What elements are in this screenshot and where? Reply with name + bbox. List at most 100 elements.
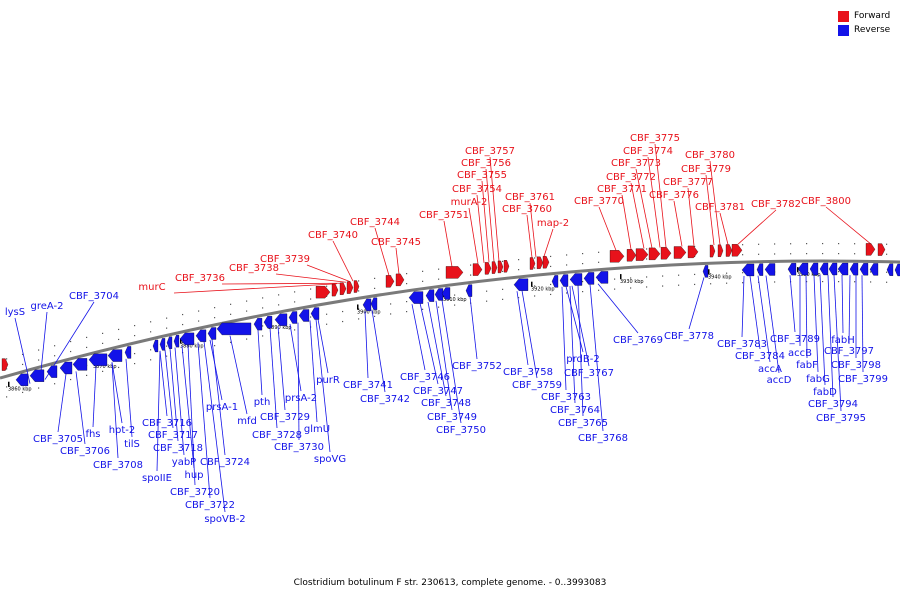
reverse-gene-label: CBF_3767 — [564, 368, 614, 379]
reverse-gene-arrow — [29, 369, 45, 382]
forward-gene-label: murC — [138, 282, 165, 293]
forward-gene-arrow — [687, 245, 699, 259]
reverse-gene-label: mfd — [237, 416, 257, 427]
reverse-gene-label: CBF_3783 — [717, 339, 767, 350]
reverse-gene-label: CBF_3730 — [274, 442, 324, 453]
forward-gene-label: CBF_3776 — [649, 190, 699, 201]
forward-gene-label: CBF_3736 — [175, 273, 225, 284]
reverse-gene-label: CBF_3748 — [421, 398, 471, 409]
forward-gene-arrow — [635, 248, 649, 261]
forward-gene-label: map-2 — [537, 218, 569, 229]
reverse-gene-label: CBF_3799 — [838, 374, 888, 385]
reverse-gene-label: fabD — [813, 387, 837, 398]
genome-title: Clostridium botulinum F str. 230613, com… — [293, 578, 607, 588]
reverse-gene-arrow — [837, 262, 849, 276]
reverse-gene-label: CBF_3778 — [664, 331, 714, 342]
reverse-gene-arrow — [124, 346, 132, 359]
reverse-gene-arrow — [288, 311, 298, 324]
reverse-gene-arrow — [88, 353, 108, 366]
forward-gene-arrow — [385, 275, 395, 288]
reverse-gene-arrow — [797, 262, 809, 276]
forward-gene-label: CBF_3770 — [574, 196, 624, 207]
forward-gene-label: CBF_3760 — [502, 204, 552, 215]
reverse-gene-arrow — [559, 274, 569, 287]
reverse-gene-label: tilS — [124, 439, 140, 450]
tick-label: 3880 kbp — [180, 343, 204, 349]
reverse-gene-label: CBF_3747 — [413, 386, 463, 397]
reverse-gene-label: CBF_3784 — [735, 351, 785, 362]
reverse-gene-label: hup — [184, 470, 203, 481]
reverse-gene-label: pth — [254, 397, 271, 408]
reverse-gene-label: spoVG — [314, 454, 346, 465]
reverse-gene-label: prsA-1 — [206, 402, 238, 413]
forward-gene-arrow — [339, 282, 347, 295]
forward-gene-arrow — [877, 243, 886, 256]
reverse-gene-arrow — [370, 297, 378, 310]
reverse-gene-arrow — [59, 361, 73, 375]
reverse-gene-arrow — [152, 339, 159, 353]
tick-label: 3890 kbp — [268, 325, 292, 331]
reverse-gene-arrow — [441, 287, 451, 300]
reverse-gene-label: CBF_3704 — [69, 291, 119, 302]
forward-gene-arrow — [472, 263, 483, 276]
forward-gene-label: CBF_3777 — [663, 177, 713, 188]
forward-gene-arrow — [497, 260, 504, 274]
forward-gene-arrow — [626, 249, 637, 262]
reverse-gene-arrow — [702, 265, 709, 278]
forward-gene-label: CBF_3757 — [465, 146, 515, 157]
forward-gene-arrow — [484, 262, 492, 275]
reverse-gene-label: CBF_3749 — [427, 412, 477, 423]
reverse-gene-arrow — [583, 272, 595, 285]
forward-gene-label: CBF_3772 — [606, 172, 656, 183]
reverse-gene-label: CBF_3789 — [770, 334, 820, 345]
reverse-gene-label: CBF_3752 — [452, 361, 502, 372]
reverse-gene-arrow — [310, 307, 320, 320]
reverse-gene-label: CBF_3717 — [148, 430, 198, 441]
forward-gene-arrow — [529, 257, 536, 270]
reverse-gene-label: CBF_3759 — [512, 380, 562, 391]
forward-gene-label: CBF_3744 — [350, 217, 400, 228]
reverse-gene-arrow — [72, 358, 88, 371]
forward-gene-arrow — [346, 281, 354, 294]
forward-gene-label: CBF_3780 — [685, 150, 735, 161]
reverse-gene-label: CBF_3718 — [153, 443, 203, 454]
axis-ticks: 3860 kbp 3870 kbp 3880 kbp 3890 kbp 3900 kbp… — [8, 267, 821, 393]
reverse-gene-arrow — [595, 271, 609, 284]
forward-gene-label: CBF_3740 — [308, 230, 358, 241]
reverse-gene-arrow — [787, 262, 797, 276]
forward-leader-lines — [173, 143, 871, 294]
reverse-gene-label: CBF_3722 — [185, 500, 235, 511]
reverse-gene-arrow — [173, 335, 180, 348]
reverse-gene-label: CBF_3706 — [60, 446, 110, 457]
reverse-gene-arrow — [207, 327, 217, 340]
genome-axis — [0, 259, 900, 380]
tick-label: 3910 kbp — [443, 297, 467, 303]
forward-gene-label: CBF_3773 — [611, 158, 661, 169]
forward-gene-arrow — [395, 273, 405, 287]
reverse-gene-label: CBF_3768 — [578, 433, 628, 444]
reverse-gene-label: CBF_3769 — [613, 335, 663, 346]
reverse-gene-label: CBF_3797 — [824, 346, 874, 357]
reverse-gene-arrow — [425, 289, 435, 302]
reverse-gene-label: prdB-2 — [566, 354, 599, 365]
legend: Forward Reverse — [838, 9, 890, 37]
reverse-gene-label: glmU — [304, 424, 330, 435]
forward-gene-label: CBF_3761 — [505, 192, 555, 203]
forward-gene-arrow — [660, 247, 672, 260]
reverse-gene-label: CBF_3798 — [831, 360, 881, 371]
forward-gene-arrow — [445, 266, 464, 279]
forward-gene-label: CBF_3738 — [229, 263, 279, 274]
reverse-gene-arrow — [107, 349, 123, 362]
tick-label: 3940 kbp — [708, 274, 732, 280]
forward-gene-arrow — [536, 256, 544, 269]
reverse-gene-label: CBF_3741 — [343, 380, 393, 391]
tick-label: 3950 kbp — [797, 272, 821, 278]
forward-gene-label: CBF_3771 — [597, 184, 647, 195]
reverse-gene-arrow — [886, 263, 894, 276]
reverse-gene-arrow — [159, 338, 166, 351]
reverse-gene-arrow — [869, 263, 879, 276]
forward-gene-arrow — [503, 260, 510, 273]
reverse-gene-label: purR — [316, 375, 340, 386]
reverse-gene-label: accA — [758, 364, 782, 375]
